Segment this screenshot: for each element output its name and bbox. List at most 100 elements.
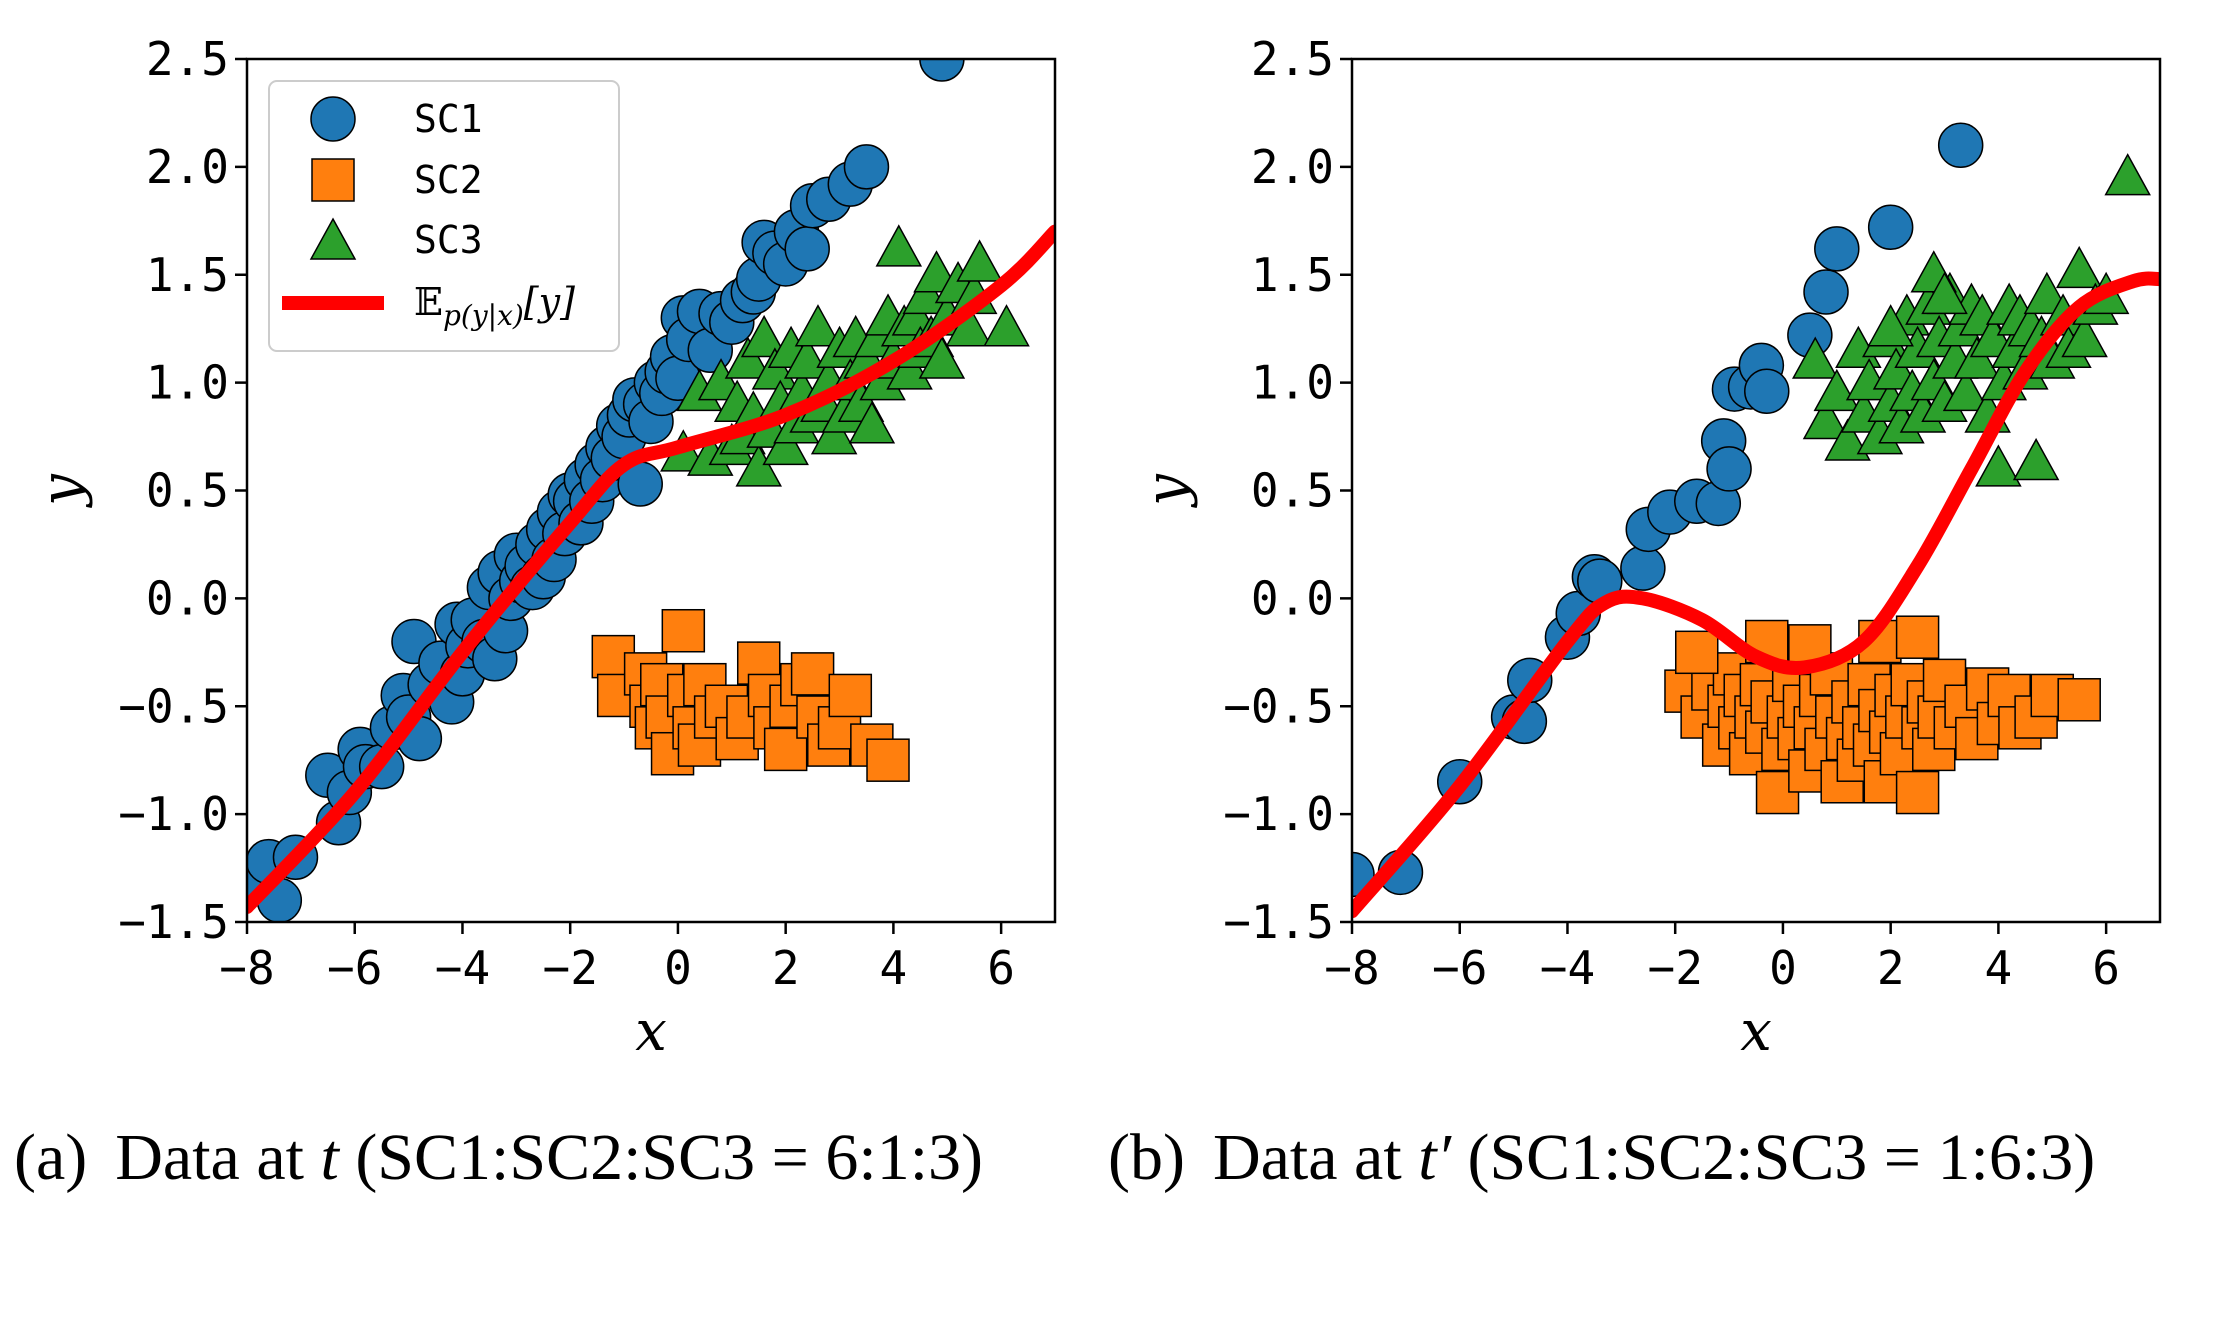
sc3-point (848, 401, 896, 444)
sc3-point (1791, 336, 1839, 379)
y-tick-label: 2.5 (1251, 32, 1334, 86)
x-tick-label: −8 (219, 941, 274, 995)
sc1-point (919, 59, 965, 82)
sc3-point (983, 304, 1030, 347)
legend-label-sc3: SC3 (414, 218, 483, 262)
sc3-point (1942, 368, 1990, 412)
y-tick-label: 0.5 (1251, 464, 1334, 518)
sc3-point (1802, 396, 1850, 440)
x-tick-label: −2 (543, 941, 598, 995)
sc3-point (2055, 245, 2103, 289)
y-tick-label: 2.0 (1251, 140, 1334, 194)
sc3-point (1975, 444, 2022, 487)
panel-b: −1.5 −1.0 −0.5 0.0 0.5 1.0 1.5 2.0 2.5 −8 −6 −4 −2 0… (1134, 32, 2162, 1064)
caption-a-variable: t (320, 1121, 339, 1194)
x-tick-label: 0 (664, 941, 692, 995)
y-tick-label: −0.5 (1223, 679, 1334, 733)
caption-a: (a) Data at t (SC1:SC2:SC3 = 6:1:3) (14, 1120, 983, 1196)
caption-b-ratio: (SC1:SC2:SC3 = 1:6:3) (1467, 1121, 2096, 1194)
x-tick-label: 4 (880, 941, 908, 995)
sc3-point (724, 336, 772, 379)
legend-label-sc1: SC1 (414, 97, 483, 141)
sc3-point (783, 336, 831, 379)
y-tick-label: 0.0 (1251, 571, 1334, 625)
x-tick-label: 6 (2092, 941, 2120, 995)
sc1-point (843, 144, 890, 190)
y-tick-label: −1.5 (1223, 895, 1334, 949)
caption-b-label: (b) (1108, 1121, 1185, 1194)
y-tick-label: 1.0 (1251, 356, 1334, 410)
x-tick-label: 6 (987, 941, 1015, 995)
x-axis-label-b: x (1740, 999, 1772, 1064)
caption-a-ratio: (SC1:SC2:SC3 = 6:1:3) (355, 1121, 984, 1194)
sc3-point (1953, 336, 2001, 379)
sc3-point (2061, 314, 2108, 358)
sc2-point (790, 652, 835, 696)
caption-b-variable: t′ (1418, 1121, 1451, 1194)
sc3-point (902, 271, 949, 315)
sc1-point (784, 226, 830, 272)
sc3-point (735, 444, 783, 487)
caption-a-label: (a) (14, 1121, 88, 1194)
sc3-point (762, 422, 809, 466)
sc1-point (1706, 446, 1752, 492)
sc2-point (828, 673, 873, 718)
x-tick-label: 2 (772, 941, 800, 995)
x-tick-label: −8 (1324, 941, 1379, 995)
x-ticks-a: −8 −6 −4 −2 0 2 4 6 (219, 922, 1015, 995)
y-tick-label: −1.5 (118, 895, 229, 949)
sc3-point (1824, 418, 1871, 461)
sc3-point (2104, 153, 2151, 196)
sc2-point (661, 608, 706, 653)
y-tick-label: 1.5 (1251, 248, 1334, 302)
sc2-point (1674, 630, 1719, 675)
y-tick-label: 2.5 (146, 32, 229, 86)
sc1-point (1620, 545, 1666, 591)
y-tick-label: −0.5 (118, 679, 229, 733)
y-axis-label-b: y (1134, 473, 1199, 509)
sc3-point (956, 239, 1003, 282)
sc1-point (1744, 368, 1790, 415)
x-ticks-b: −8 −6 −4 −2 0 2 4 6 (1324, 922, 2120, 995)
y-tick-label: 0.0 (146, 571, 229, 625)
y-tick-label: −1.0 (118, 787, 229, 841)
x-tick-label: −2 (1648, 941, 1703, 995)
sc1-point (1867, 204, 1914, 251)
sc3-point (886, 347, 933, 390)
x-tick-label: −6 (327, 941, 382, 995)
x-tick-label: −6 (1432, 941, 1487, 995)
sc3-point (918, 336, 966, 379)
sc2-point (866, 738, 910, 782)
sc3-point (875, 224, 923, 267)
x-tick-label: 4 (1985, 941, 2013, 995)
plot-area-b (1350, 57, 2162, 924)
legend-label-sc2: SC2 (414, 158, 483, 202)
y-tick-label: 0.5 (146, 464, 229, 518)
expectation-argument: [y] (524, 280, 575, 324)
marks-a (247, 59, 1055, 922)
y-ticks-b: −1.5 −1.0 −0.5 0.0 0.5 1.0 1.5 2.0 2.5 (1223, 32, 1352, 949)
x-tick-label: −4 (435, 941, 490, 995)
sc3-point (1921, 271, 1968, 315)
panel-a: −1.5 −1.0 −0.5 0.0 0.5 1.0 1.5 2.0 2.5 −8 −6 −4 −2 0… (29, 32, 1057, 1064)
y-tick-label: 1.5 (146, 248, 229, 302)
plot-area-a (245, 57, 1057, 924)
sc2-point (1895, 615, 1940, 659)
sc3-point (1867, 304, 1914, 347)
expectation-curve (247, 224, 1055, 914)
expectation-symbol: 𝔼 (414, 280, 443, 324)
caption-a-text: Data at (115, 1121, 304, 1194)
legend-marker-sc2 (311, 158, 355, 202)
marks-b (1352, 122, 2160, 919)
caption-b: (b) Data at t′ (SC1:SC2:SC3 = 1:6:3) (1108, 1120, 2095, 1196)
y-tick-label: 1.0 (146, 356, 229, 410)
caption-b-text: Data at (1212, 1121, 1402, 1194)
sc3-point (794, 304, 842, 347)
sc2-point (1895, 770, 1940, 815)
expectation-curve (1352, 271, 2160, 919)
sc3-point (810, 412, 858, 455)
sc1-point (1937, 122, 1984, 169)
sc1-point (1803, 269, 1849, 315)
legend-marker-sc3 (309, 217, 357, 260)
